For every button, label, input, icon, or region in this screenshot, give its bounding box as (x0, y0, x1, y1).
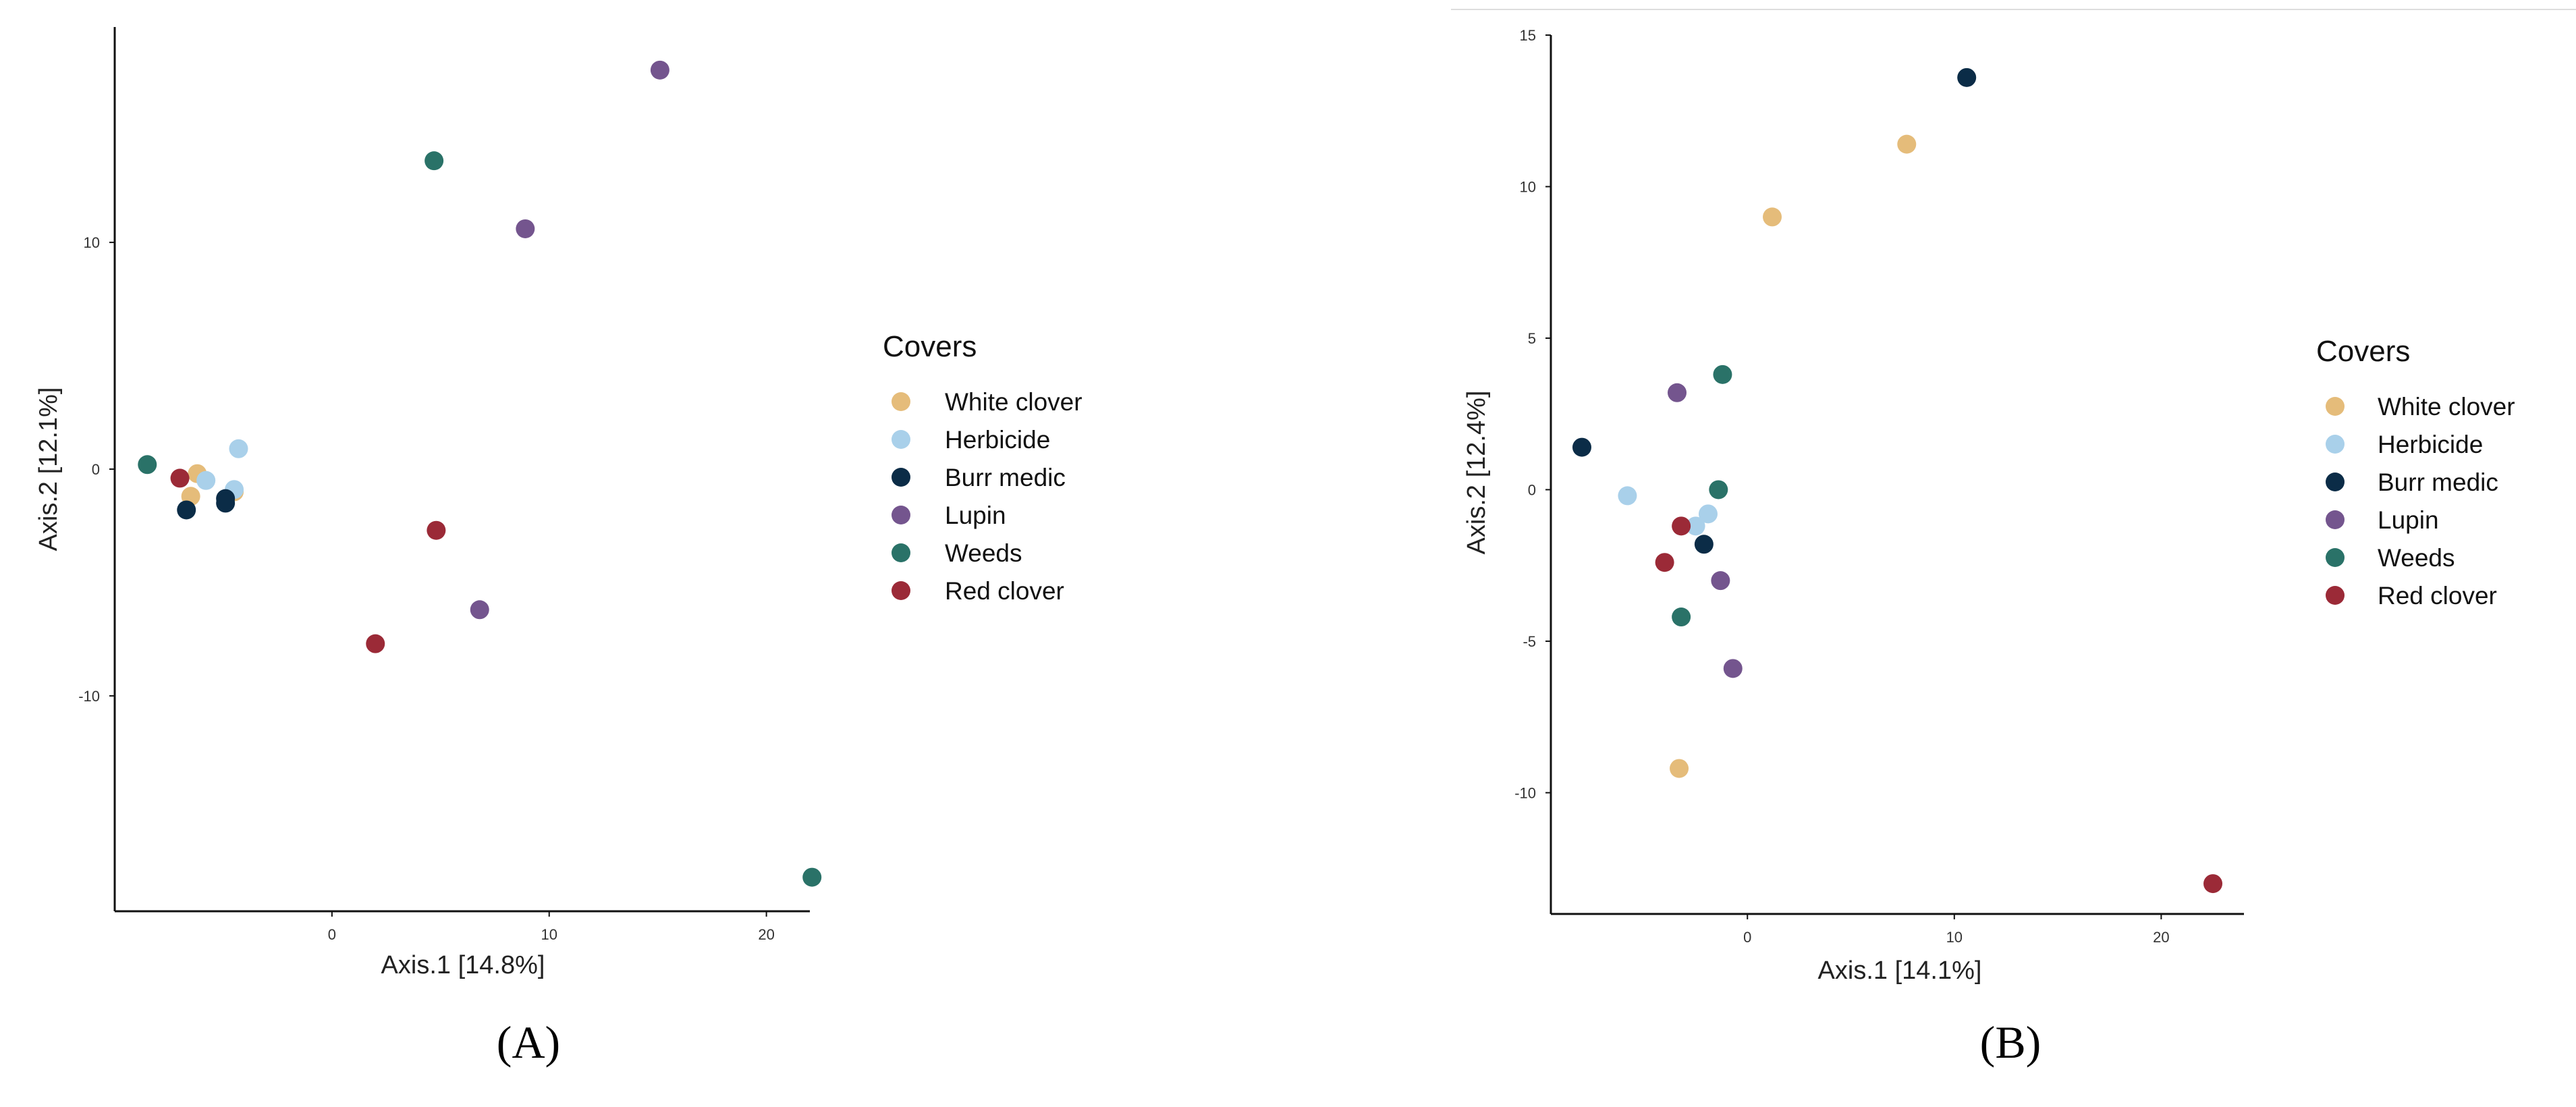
legend-swatch-white-clover (892, 392, 910, 411)
legend-swatch-herbicide (892, 430, 910, 449)
point-red-clover (1672, 516, 1691, 536)
legend-swatch-herbicide (2326, 435, 2345, 454)
legend-label-lupin: Lupin (945, 502, 1006, 529)
x-tick-label: 10 (1946, 929, 1963, 946)
point-herbicide (1698, 504, 1718, 524)
point-weeds (802, 867, 822, 887)
panel-label-a: (A) (497, 1017, 560, 1068)
legend-swatch-lupin (2326, 510, 2345, 529)
point-white-clover (1763, 207, 1782, 227)
y-tick-label: -5 (1523, 633, 1536, 650)
point-herbicide (229, 439, 248, 458)
point-herbicide (196, 470, 216, 490)
legend-label-weeds: Weeds (945, 539, 1022, 567)
point-white-clover (1897, 134, 1917, 154)
point-lupin (516, 219, 535, 238)
y-tick-label: 15 (1520, 27, 1536, 44)
point-weeds (424, 151, 444, 171)
plot-area-a: 0 10 20 10 0 -10 (78, 27, 822, 943)
legend-label-herbicide: Herbicide (945, 426, 1050, 454)
legend-b: White clover Herbicide Burr medic Lupin Weed… (2326, 393, 2515, 610)
legend-swatch-weeds (892, 543, 910, 562)
point-weeds (1713, 364, 1732, 384)
point-white-clover (1670, 759, 1689, 778)
point-burr-medic (216, 493, 236, 513)
x-axis-label-b: Axis.1 [14.1%] (1818, 956, 1982, 985)
legend-label-red-clover: Red clover (945, 577, 1064, 605)
legend-label-burr-medic: Burr medic (945, 464, 1066, 491)
y-axis-label-b: Axis.2 [12.4%] (1462, 391, 1491, 555)
point-herbicide (1618, 486, 1637, 506)
y-tick-label: 5 (1528, 330, 1536, 347)
point-burr-medic (1957, 68, 1977, 87)
point-red-clover (366, 634, 385, 653)
legend-swatch-burr-medic (892, 468, 910, 487)
plot-area-b: 0 10 20 15 10 5 0 -5 -10 (1514, 27, 2244, 946)
y-tick-label: -10 (78, 688, 100, 705)
legend-label-burr-medic: Burr medic (2378, 468, 2498, 496)
x-tick-label: 20 (2153, 929, 2169, 946)
y-tick-label: 10 (1520, 178, 1536, 195)
x-tick-label: 20 (758, 926, 774, 943)
legend-swatch-red-clover (892, 581, 910, 600)
point-lupin (1668, 383, 1687, 402)
legend-swatch-weeds (2326, 548, 2345, 567)
point-red-clover (2203, 874, 2223, 894)
point-burr-medic (1572, 437, 1591, 457)
point-lupin (1723, 659, 1743, 678)
y-tick-label: 10 (84, 234, 100, 251)
point-lupin (1711, 571, 1730, 591)
point-burr-medic (1694, 535, 1714, 554)
point-red-clover (1655, 553, 1674, 572)
point-red-clover (427, 520, 446, 540)
legend-a: White clover Herbicide Burr medic Lupin Weed… (892, 388, 1083, 605)
point-burr-medic (177, 500, 196, 520)
legend-label-herbicide: Herbicide (2378, 431, 2483, 458)
legend-swatch-lupin (892, 506, 910, 524)
legend-label-white-clover: White clover (945, 388, 1083, 416)
legend-title-b: Covers (2316, 335, 2410, 368)
panel-b: 0 10 20 15 10 5 0 -5 -10 Axis.1 [14.1%] Axis.2 [… (1462, 27, 2515, 1068)
y-tick-label: 0 (1528, 481, 1536, 498)
point-lupin (650, 60, 669, 80)
point-weeds (138, 455, 157, 475)
panel-label-b: (B) (1980, 1017, 2041, 1068)
legend-label-red-clover: Red clover (2378, 582, 2497, 610)
legend-swatch-white-clover (2326, 397, 2345, 416)
legend-title-a: Covers (883, 330, 977, 363)
point-weeds (1709, 480, 1728, 500)
x-axis-label-a: Axis.1 [14.8%] (381, 951, 545, 979)
x-tick-label: 0 (328, 926, 336, 943)
point-red-clover (170, 468, 190, 488)
legend-label-weeds: Weeds (2378, 544, 2455, 572)
legend-swatch-burr-medic (2326, 473, 2345, 491)
panel-a: 0 10 20 10 0 -10 Axis.1 [14.8%] Axis.2 [12.1%… (34, 27, 1083, 1068)
y-axis-label-a: Axis.2 [12.1%] (34, 387, 63, 551)
legend-swatch-red-clover (2326, 586, 2345, 605)
x-tick-label: 10 (541, 926, 557, 943)
legend-label-lupin: Lupin (2378, 506, 2439, 534)
point-lupin (470, 600, 489, 620)
point-weeds (1672, 608, 1691, 627)
legend-label-white-clover: White clover (2378, 393, 2515, 421)
y-tick-label: -10 (1514, 784, 1536, 801)
x-tick-label: 0 (1743, 929, 1751, 946)
point-herbicide (1686, 516, 1705, 536)
y-tick-label: 0 (92, 461, 100, 478)
